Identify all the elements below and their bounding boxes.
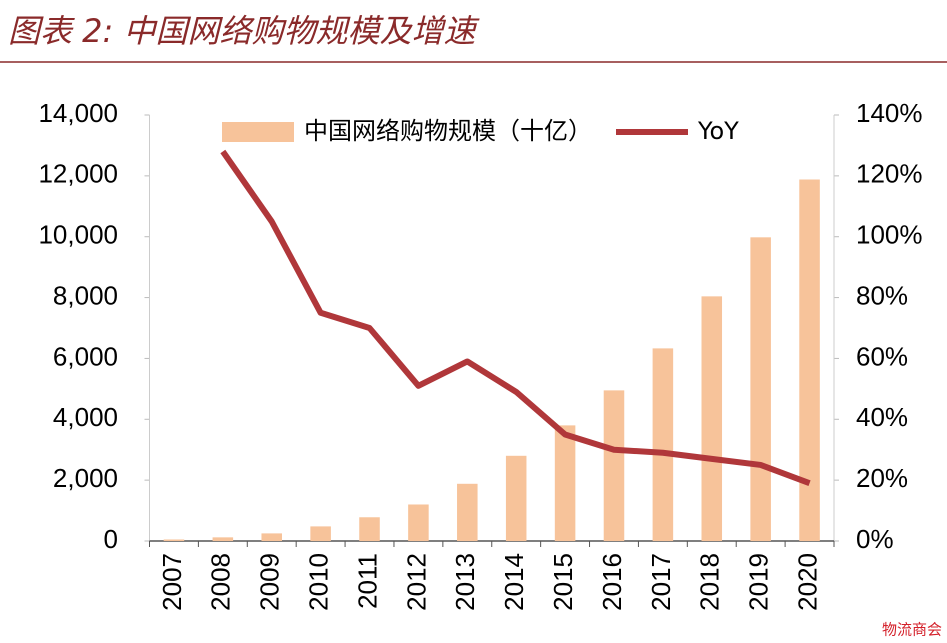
x-tick-label: 2007 [157, 553, 187, 611]
y-tick-label: 2,000 [53, 463, 118, 493]
bar [310, 526, 331, 541]
y-tick-label: 12,000 [38, 159, 118, 189]
line [220, 149, 811, 486]
x-tick-label: 2018 [695, 553, 725, 611]
y2-tick-label: 20% [856, 463, 908, 493]
x-tick-label: 2012 [401, 553, 431, 611]
bar [457, 483, 478, 541]
y-tick-label: 14,000 [38, 98, 118, 128]
bar [212, 537, 234, 541]
bar [163, 539, 185, 541]
y-tick-label: 4,000 [53, 402, 118, 432]
bar [261, 533, 282, 541]
chart-title: 图表 2: 中国网络购物规模及增速 [8, 12, 480, 50]
y2-tick-label: 100% [856, 220, 923, 250]
y-tick-label: 8,000 [53, 280, 118, 310]
bar [505, 455, 527, 541]
x-tick-label: 2008 [206, 553, 236, 611]
y-tick-label: 10,000 [38, 220, 118, 250]
y2-tick-label: 60% [856, 341, 908, 371]
legend-swatch [222, 122, 294, 142]
bar [750, 237, 771, 541]
bar [603, 390, 625, 541]
legend-label: 中国网络购物规模（十亿） [304, 117, 592, 145]
bar [359, 517, 380, 541]
x-tick-label: 2020 [792, 553, 822, 611]
x-tick-label: 2009 [255, 553, 285, 611]
x-tick-label: 2014 [499, 553, 529, 611]
x-tick-label: 2010 [304, 553, 334, 611]
x-tick-label: 2015 [548, 553, 578, 611]
y2-tick-label: 80% [856, 280, 908, 310]
x-tick-label: 2019 [744, 553, 774, 611]
y2-tick-label: 40% [856, 402, 908, 432]
x-tick-label: 2016 [597, 553, 627, 611]
y-tick-label: 0 [104, 524, 118, 554]
x-tick-label: 2017 [646, 553, 676, 611]
y-tick-label: 6,000 [53, 341, 118, 371]
bar [554, 425, 576, 541]
y2-tick-label: 120% [856, 159, 923, 189]
x-tick-label: 2011 [352, 553, 382, 609]
bar [799, 179, 820, 541]
bar [408, 504, 429, 541]
x-tick-label: 2013 [450, 553, 480, 611]
watermark: 物流商会 [882, 621, 942, 639]
bar [701, 296, 723, 541]
legend-label: YoY [697, 117, 739, 145]
y2-tick-label: 0% [856, 524, 894, 554]
y2-tick-label: 140% [856, 98, 923, 128]
bar [652, 348, 674, 541]
